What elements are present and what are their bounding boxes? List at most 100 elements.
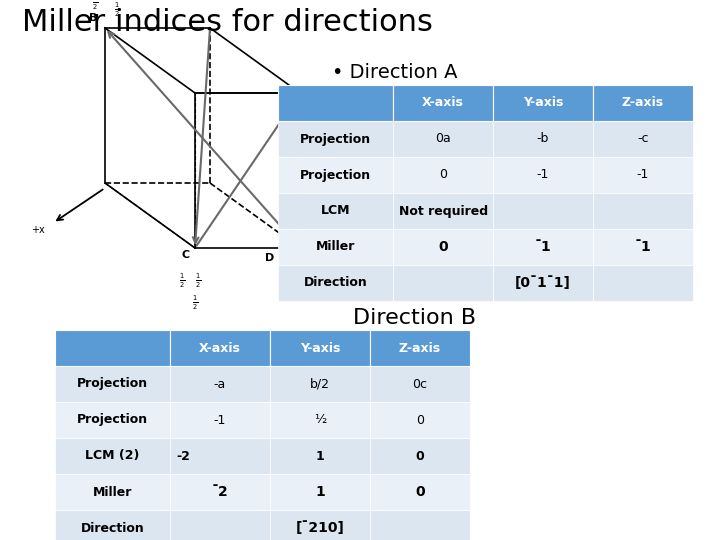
Text: [¯210]: [¯210]: [296, 521, 344, 535]
Bar: [593, 157, 693, 193]
Text: 0: 0: [416, 414, 424, 427]
Text: X-axis: X-axis: [422, 97, 464, 110]
Bar: [370, 438, 470, 474]
Text: +x: +x: [31, 225, 45, 235]
Bar: [370, 402, 470, 438]
Bar: [170, 474, 270, 510]
Text: [0¯1¯1]: [0¯1¯1]: [515, 276, 571, 290]
Bar: [493, 85, 593, 121]
Text: Z-axis: Z-axis: [399, 341, 441, 354]
Bar: [170, 438, 270, 474]
Bar: [493, 157, 593, 193]
Bar: [393, 193, 493, 229]
Bar: [593, 193, 693, 229]
Bar: [393, 157, 493, 193]
Text: Direction: Direction: [304, 276, 367, 289]
Text: Z-axis: Z-axis: [622, 97, 664, 110]
Bar: [278, 121, 393, 157]
Text: Miller indices for directions: Miller indices for directions: [22, 8, 433, 37]
Text: 0a: 0a: [435, 132, 451, 145]
Bar: [278, 229, 393, 265]
Bar: [270, 474, 370, 510]
Bar: [170, 330, 270, 366]
Bar: [170, 510, 270, 540]
Text: 1: 1: [315, 449, 325, 462]
Text: Direction: Direction: [81, 522, 145, 535]
Text: • Direction A: • Direction A: [332, 63, 458, 82]
Text: -b: -b: [537, 132, 549, 145]
Bar: [493, 193, 593, 229]
Text: Miller: Miller: [316, 240, 355, 253]
Bar: [270, 402, 370, 438]
Text: LCM (2): LCM (2): [85, 449, 140, 462]
Text: b/2: b/2: [310, 377, 330, 390]
Text: ½: ½: [314, 414, 326, 427]
Bar: [170, 366, 270, 402]
Bar: [370, 474, 470, 510]
Bar: [278, 157, 393, 193]
Text: -1: -1: [636, 168, 649, 181]
Text: ¯1: ¯1: [634, 240, 652, 254]
Bar: [493, 229, 593, 265]
Bar: [270, 366, 370, 402]
Text: LCM: LCM: [320, 205, 350, 218]
Text: 1: 1: [315, 485, 325, 499]
Text: 0: 0: [438, 240, 448, 254]
Bar: [278, 193, 393, 229]
Bar: [270, 510, 370, 540]
Text: 0: 0: [415, 485, 425, 499]
Text: $\frac{1}{2}$: $\frac{1}{2}$: [179, 272, 185, 290]
Text: C: C: [182, 250, 190, 260]
Bar: [593, 229, 693, 265]
Text: Projection: Projection: [300, 132, 371, 145]
Text: Y-axis: Y-axis: [300, 341, 340, 354]
Text: -2: -2: [176, 449, 190, 462]
Bar: [393, 265, 493, 301]
Text: Not required: Not required: [399, 205, 488, 218]
Bar: [278, 265, 393, 301]
Text: Projection: Projection: [300, 168, 371, 181]
Text: -c: -c: [637, 132, 649, 145]
Text: Projection: Projection: [77, 377, 148, 390]
Text: X-axis: X-axis: [199, 341, 241, 354]
Text: B: B: [89, 13, 97, 23]
Bar: [55, 402, 170, 438]
Text: -a: -a: [214, 377, 226, 390]
Text: $\frac{1}{2}$: $\frac{1}{2}$: [192, 294, 198, 312]
Bar: [278, 85, 393, 121]
Text: ¯2: ¯2: [212, 485, 228, 499]
Bar: [370, 366, 470, 402]
Bar: [55, 438, 170, 474]
Bar: [55, 510, 170, 540]
Text: ¯1: ¯1: [535, 240, 552, 254]
Bar: [55, 474, 170, 510]
Bar: [55, 366, 170, 402]
Bar: [393, 85, 493, 121]
Bar: [370, 330, 470, 366]
Text: 0: 0: [439, 168, 447, 181]
Bar: [493, 121, 593, 157]
Bar: [493, 265, 593, 301]
Bar: [593, 121, 693, 157]
Bar: [393, 229, 493, 265]
Bar: [270, 330, 370, 366]
Text: Projection: Projection: [77, 414, 148, 427]
Text: A: A: [305, 88, 314, 98]
Text: $\frac{1}{2}$: $\frac{1}{2}$: [195, 272, 201, 290]
Bar: [593, 85, 693, 121]
Text: $\frac{1}{2}$: $\frac{1}{2}$: [114, 1, 120, 19]
Text: Y-axis: Y-axis: [523, 97, 563, 110]
Text: 0: 0: [415, 449, 424, 462]
Text: 0c: 0c: [413, 377, 428, 390]
Bar: [370, 510, 470, 540]
Bar: [170, 402, 270, 438]
Bar: [393, 121, 493, 157]
Bar: [593, 265, 693, 301]
Text: -1: -1: [214, 414, 226, 427]
Bar: [55, 330, 170, 366]
Text: Direction B: Direction B: [354, 308, 477, 328]
Text: D: D: [266, 253, 274, 263]
Bar: [270, 438, 370, 474]
Text: Miller: Miller: [93, 485, 132, 498]
Text: $\frac{1}{2}$: $\frac{1}{2}$: [92, 0, 98, 12]
